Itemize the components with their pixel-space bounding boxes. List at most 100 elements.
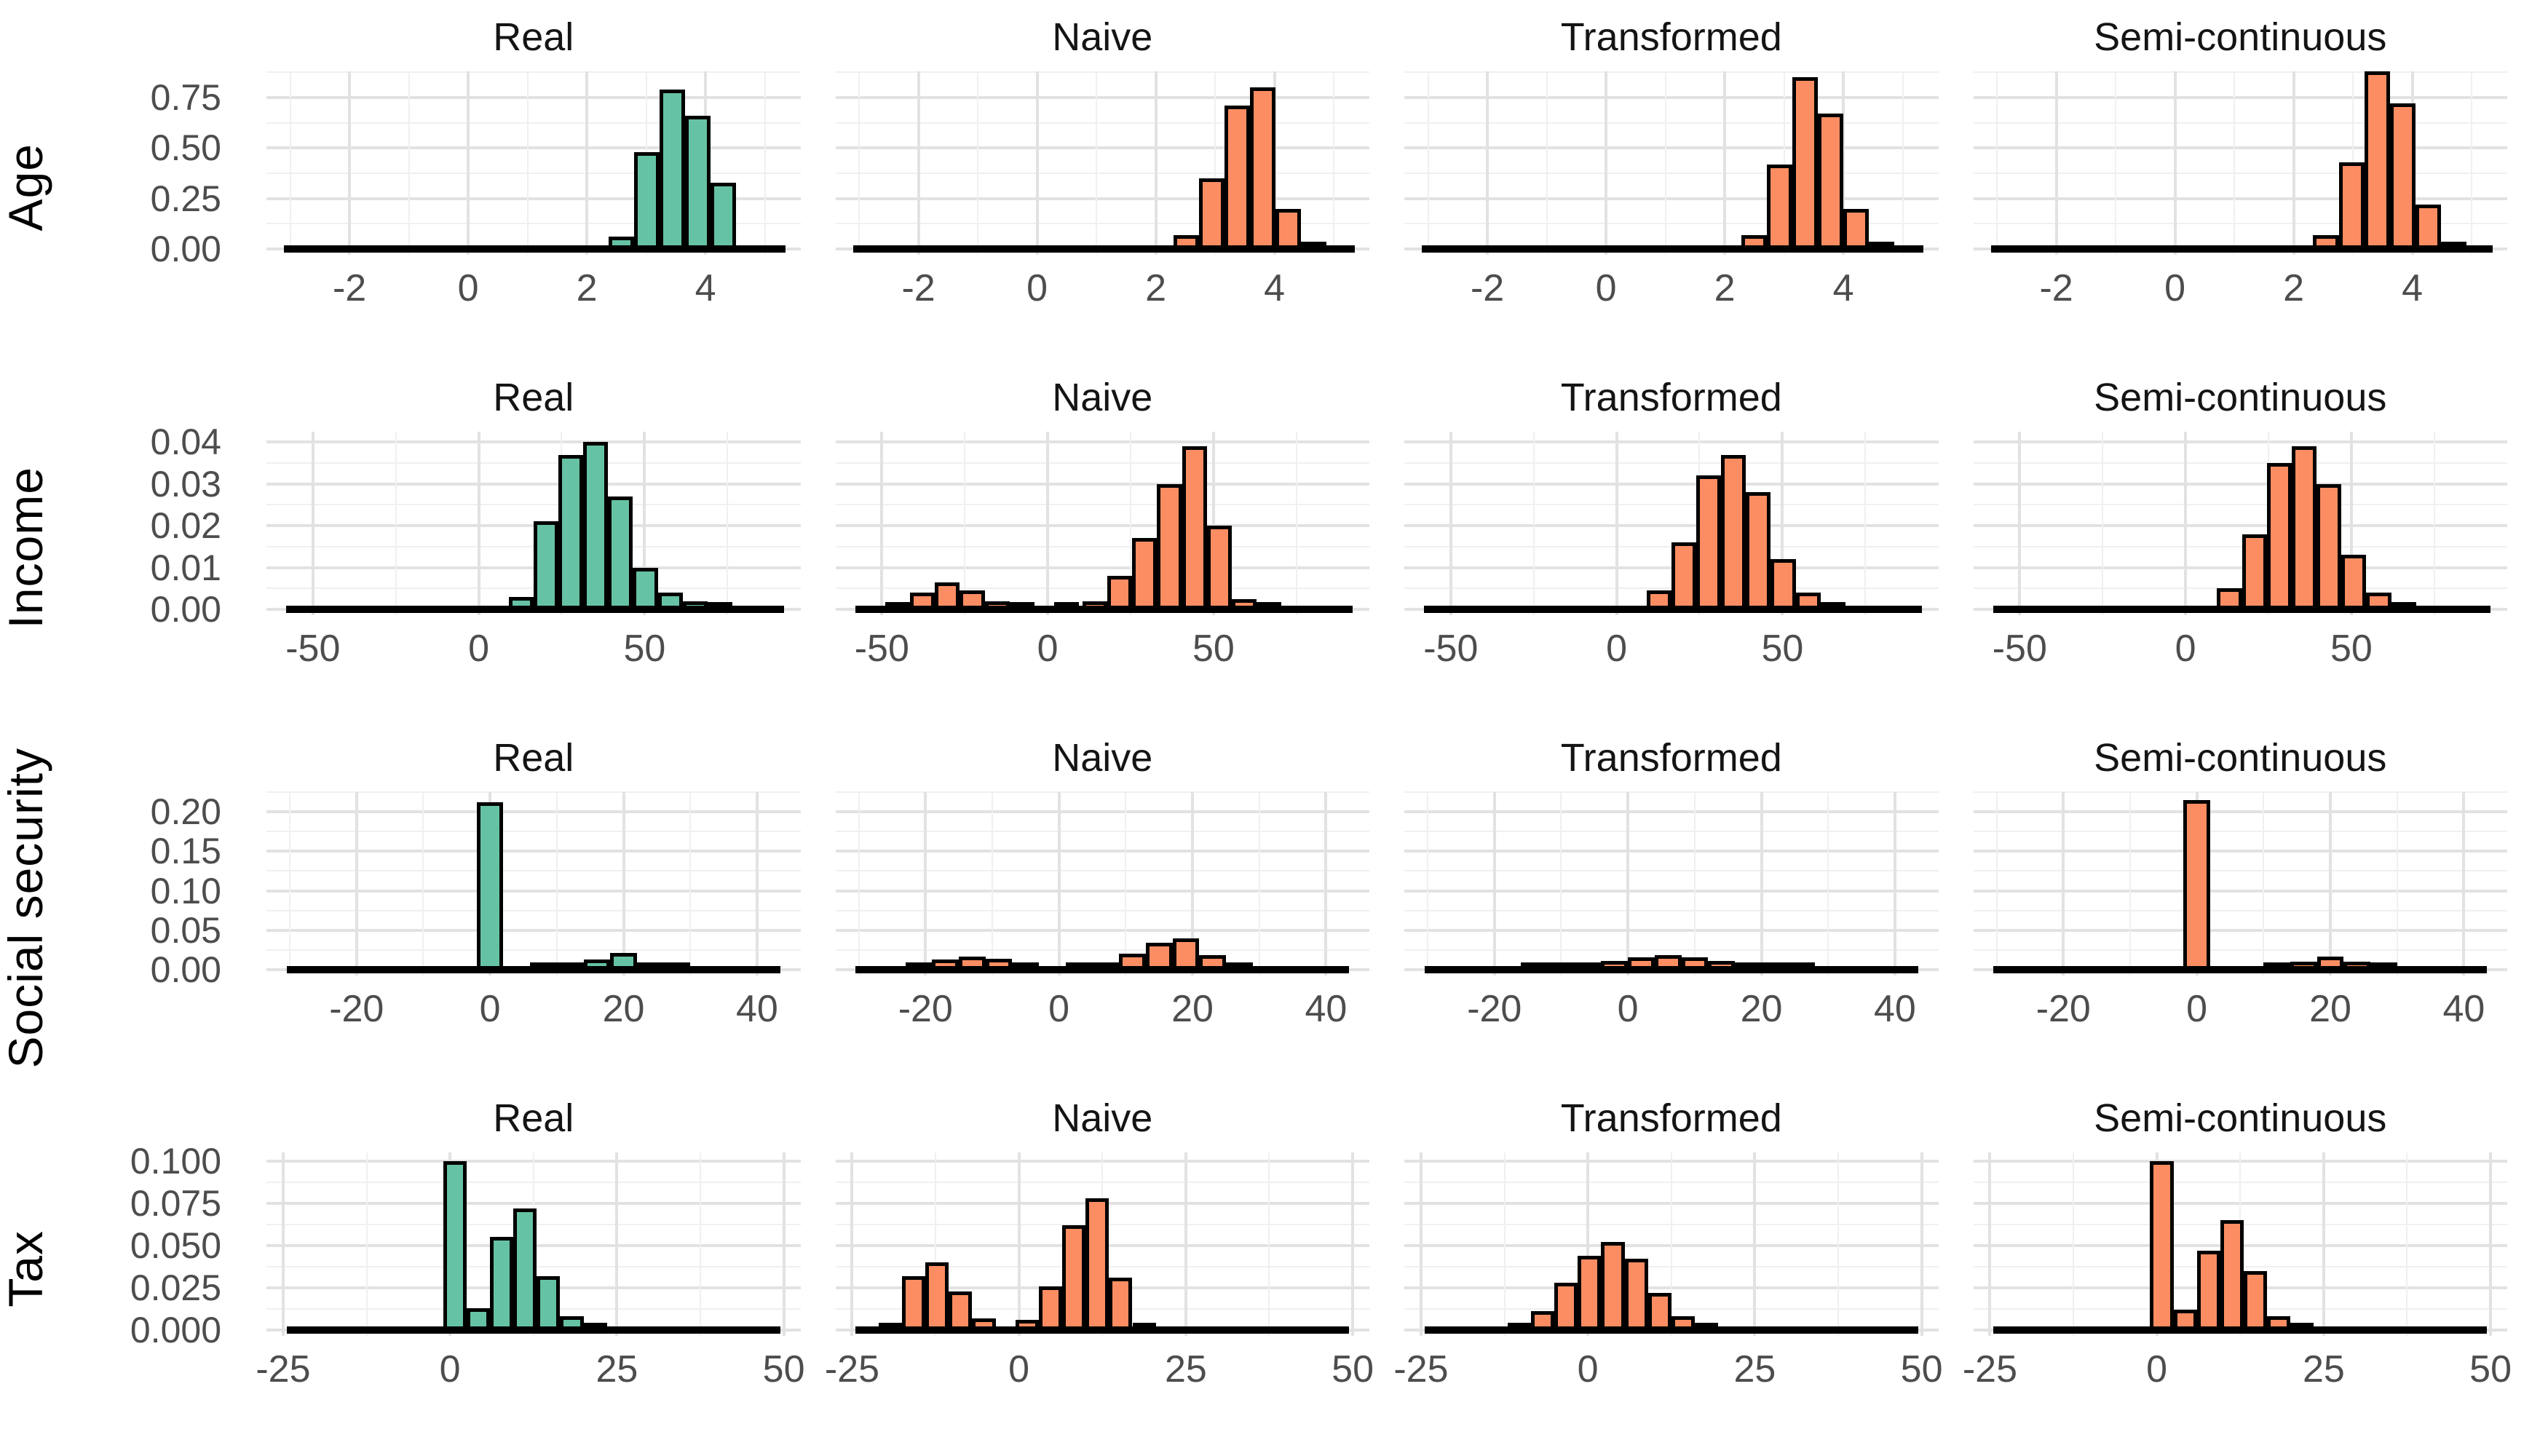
plot-inner [266, 1152, 801, 1336]
histogram-bar [490, 1237, 514, 1330]
gridline-horizontal-major [835, 810, 1369, 814]
histogram-bar [2389, 103, 2416, 249]
x-axis: -20 0 20 40 [266, 976, 801, 1088]
x-tick-label: 25 [596, 1348, 638, 1390]
panel-title: Naive [1052, 376, 1153, 419]
gridline-vertical-minor [1827, 792, 1829, 976]
histogram-bar [2243, 1270, 2267, 1330]
histogram-bar [513, 1208, 537, 1330]
histogram-bar [925, 1262, 949, 1330]
gridline-vertical-minor [2234, 71, 2236, 255]
gridline-vertical-minor [1214, 71, 1216, 255]
gridline-horizontal-major [266, 440, 801, 444]
gridline-vertical-minor [289, 71, 291, 255]
y-tick-label: 0.025 [130, 1267, 221, 1308]
gridline-vertical-major [1723, 71, 1727, 255]
plot-inner [1404, 791, 1939, 976]
plot-inner [1404, 1152, 1939, 1336]
plot-inner [266, 71, 801, 255]
x-tick-label: 0 [439, 1348, 461, 1390]
gridline-vertical-minor [1258, 792, 1260, 976]
gridline-vertical-minor [1693, 792, 1696, 976]
x-tick-label: 50 [1332, 1348, 1374, 1390]
gridline-horizontal-major [1973, 440, 2507, 444]
gridline-horizontal-minor [1404, 831, 1939, 833]
x-tick-label: 0 [468, 628, 490, 670]
x-tick-label: 0 [1606, 628, 1628, 670]
gridline-vertical-minor [977, 71, 979, 255]
y-tick-label: 0.20 [150, 791, 221, 833]
y-axis-inner: 0.00 0.25 0.50 0.75 [86, 71, 232, 269]
gridline-horizontal-minor [1404, 791, 1939, 793]
gridline-horizontal-minor [1404, 462, 1939, 464]
x-tick-label: -20 [898, 988, 953, 1030]
gridline-horizontal-major [1973, 810, 2507, 814]
gridline-vertical-major [1988, 1152, 1992, 1336]
axis-baseline [1424, 1326, 1918, 1334]
histogram-bar [1578, 1255, 1602, 1330]
gridline-vertical-major [2329, 792, 2333, 976]
histogram-bar [558, 454, 584, 609]
histogram-bar [685, 116, 711, 249]
x-tick-label: -2 [1470, 267, 1505, 309]
gridline-vertical-major [1154, 71, 1158, 255]
axis-baseline [855, 1326, 1350, 1334]
y-tick-label: 0.10 [150, 870, 221, 911]
x-axis: -2 0 2 4 [1404, 255, 1939, 368]
x-tick-label: -25 [1962, 1348, 2017, 1390]
x-tick-label: 40 [1873, 988, 1916, 1030]
axis-baseline [855, 606, 1353, 613]
gridline-vertical-minor [2433, 432, 2435, 615]
x-tick-label: 4 [1832, 267, 1854, 309]
gridline-vertical-major [355, 792, 358, 976]
gridline-vertical-minor [1427, 71, 1429, 255]
x-tick-label: -50 [1992, 628, 2047, 670]
histogram-bar [2415, 205, 2441, 249]
panel-income-naive: Naive -50 0 50 [835, 368, 1369, 728]
gridline-horizontal-major [266, 96, 801, 100]
gridline-vertical-major [1615, 432, 1618, 615]
row-label-tax: Tax [0, 1088, 52, 1449]
histogram-bar [1275, 208, 1302, 249]
gridline-horizontal-major [1404, 889, 1939, 893]
histogram-bar [2341, 555, 2367, 609]
gridline-vertical-major [924, 792, 927, 976]
histogram-bar [443, 1160, 467, 1330]
gridline-horizontal-major [1973, 850, 2507, 853]
y-axis-inner: 0.00 0.01 0.02 0.03 0.04 [86, 422, 232, 630]
axis-baseline [1993, 606, 2491, 613]
histogram-bar [634, 151, 660, 249]
gridline-horizontal-minor [1973, 462, 2507, 464]
gridline-vertical-minor [422, 792, 424, 976]
gridline-vertical-minor [1670, 1152, 1672, 1336]
row-label-text: Social security [0, 748, 52, 1069]
gridline-horizontal-major [1404, 482, 1939, 486]
gridline-horizontal-minor [1973, 909, 2507, 911]
x-tick-label: -20 [1467, 988, 1522, 1030]
gridline-horizontal-major [1404, 810, 1939, 814]
x-axis: -2 0 2 4 [266, 255, 801, 368]
plot-inner [835, 1152, 1369, 1336]
gridline-vertical-major [643, 432, 646, 615]
histogram-bar [1182, 446, 1207, 609]
x-tick-label: 25 [1164, 1348, 1207, 1390]
gridline-horizontal-major [1973, 197, 2507, 200]
gridline-vertical-major [1605, 71, 1608, 255]
gridline-vertical-major [1211, 432, 1215, 615]
gridline-vertical-major [782, 1152, 786, 1336]
histogram-bar [1039, 1286, 1063, 1330]
gridline-vertical-major [2349, 432, 2353, 615]
gridline-vertical-minor [365, 1152, 368, 1336]
gridline-vertical-minor [764, 71, 766, 255]
plot-area [266, 1152, 801, 1336]
histogram-bar [2338, 162, 2365, 249]
panel-title: Semi-continuous [2094, 376, 2387, 419]
histogram-bar [583, 442, 609, 609]
x-tick-label: 50 [623, 628, 666, 670]
x-axis: -25 0 25 50 [825, 1336, 1374, 1449]
plot-area [835, 71, 1369, 255]
plot-inner [835, 71, 1369, 255]
gridline-horizontal-major [1404, 146, 1939, 150]
x-tick-label: 0 [2186, 988, 2208, 1030]
gridline-vertical-minor [858, 792, 860, 976]
